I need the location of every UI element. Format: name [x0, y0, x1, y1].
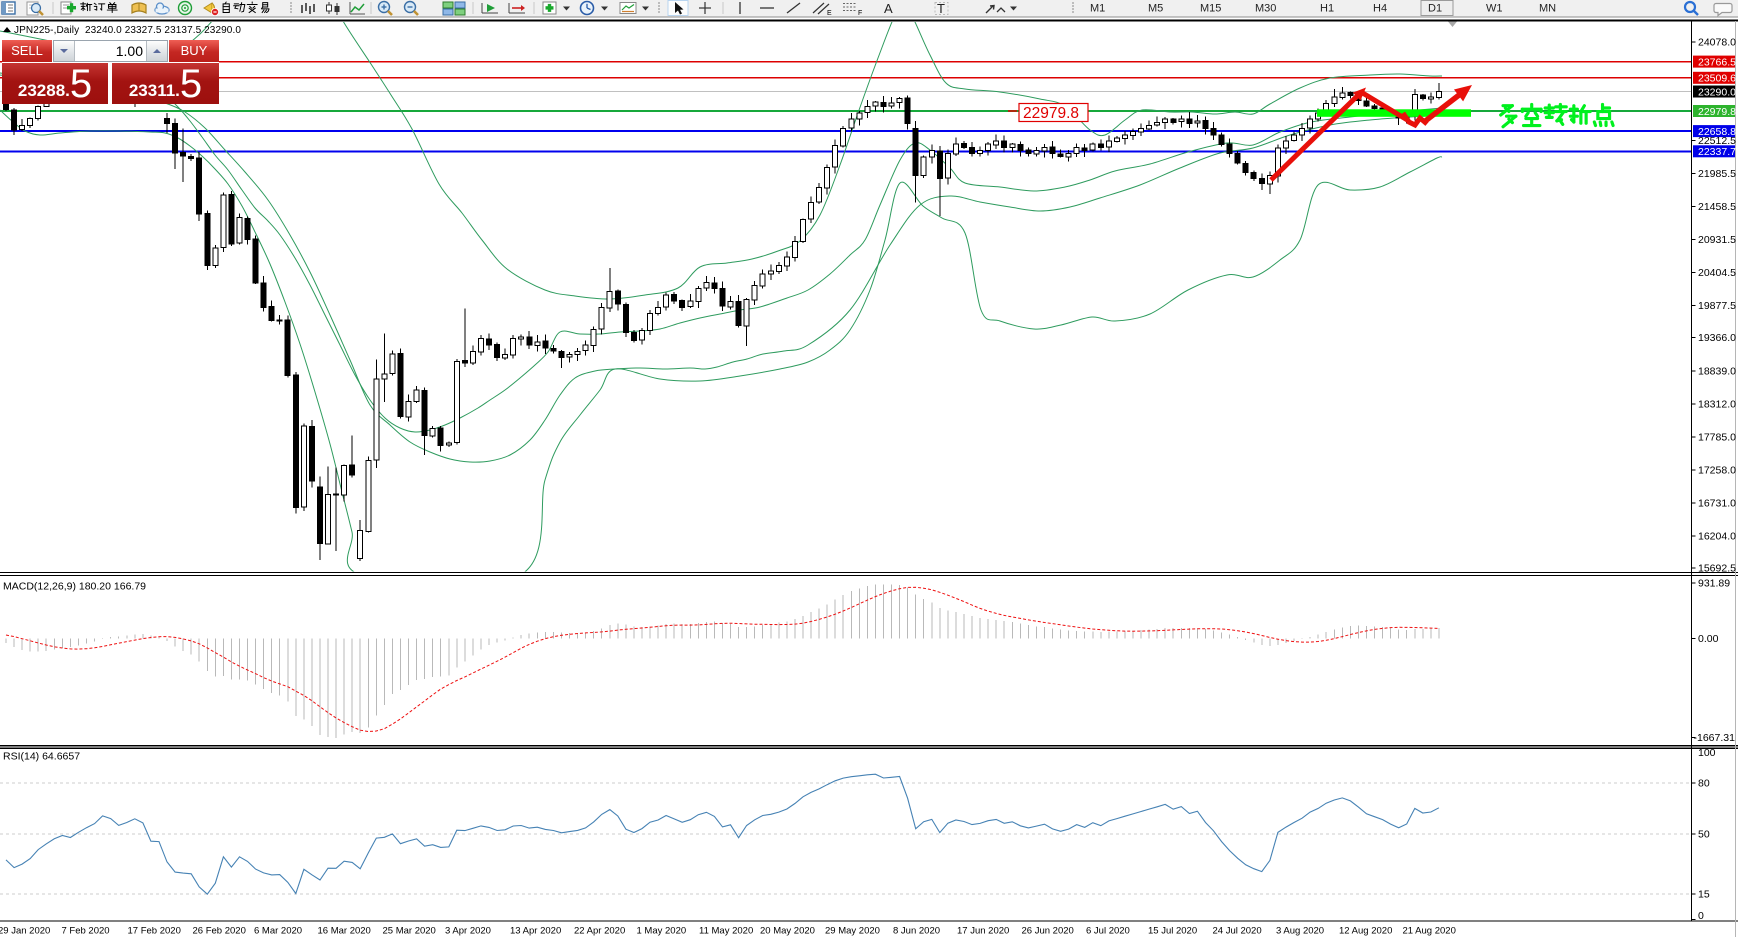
- svg-text:6 Mar 2020: 6 Mar 2020: [254, 926, 302, 937]
- svg-text:15692.5: 15692.5: [1698, 563, 1736, 575]
- svg-text:13 Apr 2020: 13 Apr 2020: [510, 926, 561, 937]
- svg-text:M1: M1: [1090, 3, 1105, 15]
- svg-text:MACD(12,26,9) 180.20 166.79: MACD(12,26,9) 180.20 166.79: [3, 581, 146, 593]
- svg-text:7 Feb 2020: 7 Feb 2020: [62, 926, 110, 937]
- svg-text:25 Mar 2020: 25 Mar 2020: [383, 926, 436, 937]
- svg-text:29 Jan 2020: 29 Jan 2020: [0, 926, 50, 937]
- svg-text:22337.7: 22337.7: [1698, 146, 1736, 158]
- svg-text:F: F: [858, 10, 862, 17]
- svg-text:19877.5: 19877.5: [1698, 300, 1736, 312]
- svg-text:15: 15: [1698, 889, 1710, 901]
- svg-text:20404.5: 20404.5: [1698, 267, 1736, 279]
- svg-text:22979.8: 22979.8: [1023, 105, 1079, 122]
- svg-text:0.00: 0.00: [1698, 633, 1719, 645]
- svg-text:M30: M30: [1255, 3, 1276, 15]
- svg-text:20 May 2020: 20 May 2020: [760, 926, 815, 937]
- svg-text:22979.8: 22979.8: [1698, 106, 1736, 118]
- svg-text:3 Apr 2020: 3 Apr 2020: [445, 926, 491, 937]
- svg-text:17 Jun 2020: 17 Jun 2020: [957, 926, 1009, 937]
- svg-text:23290.0: 23290.0: [1698, 86, 1736, 98]
- svg-text:80: 80: [1698, 777, 1710, 789]
- svg-text:8 Jun 2020: 8 Jun 2020: [893, 926, 940, 937]
- svg-text:931.89: 931.89: [1698, 578, 1730, 590]
- svg-text:15 Jul 2020: 15 Jul 2020: [1148, 926, 1197, 937]
- svg-text:24 Jul 2020: 24 Jul 2020: [1213, 926, 1262, 937]
- svg-text:T: T: [937, 1, 945, 16]
- svg-text:17258.0: 17258.0: [1698, 465, 1736, 477]
- svg-text:100: 100: [1698, 747, 1716, 759]
- svg-text:21 Aug 2020: 21 Aug 2020: [1403, 926, 1456, 937]
- svg-text:50: 50: [1698, 829, 1710, 841]
- svg-text:22 Apr 2020: 22 Apr 2020: [574, 926, 625, 937]
- svg-text:11 May 2020: 11 May 2020: [699, 926, 753, 937]
- svg-text:22658.8: 22658.8: [1698, 126, 1736, 138]
- svg-text:A: A: [884, 1, 893, 16]
- svg-text:E: E: [827, 10, 832, 17]
- svg-text:20931.5: 20931.5: [1698, 234, 1736, 246]
- svg-text:22512.5: 22512.5: [1698, 135, 1736, 147]
- svg-text:16731.0: 16731.0: [1698, 498, 1736, 510]
- svg-text:-1667.31: -1667.31: [1694, 732, 1736, 744]
- svg-text:M5: M5: [1148, 3, 1163, 15]
- svg-text:H1: H1: [1320, 3, 1334, 15]
- svg-text:12 Aug 2020: 12 Aug 2020: [1339, 926, 1392, 937]
- svg-text:29 May 2020: 29 May 2020: [825, 926, 880, 937]
- svg-text:1 May 2020: 1 May 2020: [637, 926, 687, 937]
- svg-text:H4: H4: [1373, 3, 1387, 15]
- svg-text:19366.0: 19366.0: [1698, 332, 1736, 344]
- svg-text:17 Feb 2020: 17 Feb 2020: [128, 926, 181, 937]
- svg-text:21458.5: 21458.5: [1698, 201, 1736, 213]
- svg-text:16204.0: 16204.0: [1698, 531, 1736, 543]
- svg-text:D1: D1: [1428, 3, 1442, 15]
- svg-text:MN: MN: [1539, 3, 1556, 15]
- svg-text:16 Mar 2020: 16 Mar 2020: [318, 926, 371, 937]
- svg-text:18839.0: 18839.0: [1698, 365, 1736, 377]
- svg-text:26 Jun 2020: 26 Jun 2020: [1022, 926, 1074, 937]
- svg-text:24078.0: 24078.0: [1698, 37, 1736, 49]
- svg-text:23766.5: 23766.5: [1698, 56, 1736, 68]
- svg-text:18312.0: 18312.0: [1698, 398, 1736, 410]
- svg-text:6 Jul 2020: 6 Jul 2020: [1086, 926, 1130, 937]
- svg-text:RSI(14) 64.6657: RSI(14) 64.6657: [3, 751, 80, 763]
- svg-text:23509.6: 23509.6: [1698, 73, 1736, 85]
- svg-text:0: 0: [1698, 910, 1704, 922]
- svg-text:21985.5: 21985.5: [1698, 168, 1736, 180]
- svg-text:3 Aug 2020: 3 Aug 2020: [1276, 926, 1324, 937]
- svg-text:17785.0: 17785.0: [1698, 431, 1736, 443]
- svg-text:M15: M15: [1200, 3, 1221, 15]
- svg-text:W1: W1: [1486, 3, 1503, 15]
- svg-text:26 Feb 2020: 26 Feb 2020: [193, 926, 246, 937]
